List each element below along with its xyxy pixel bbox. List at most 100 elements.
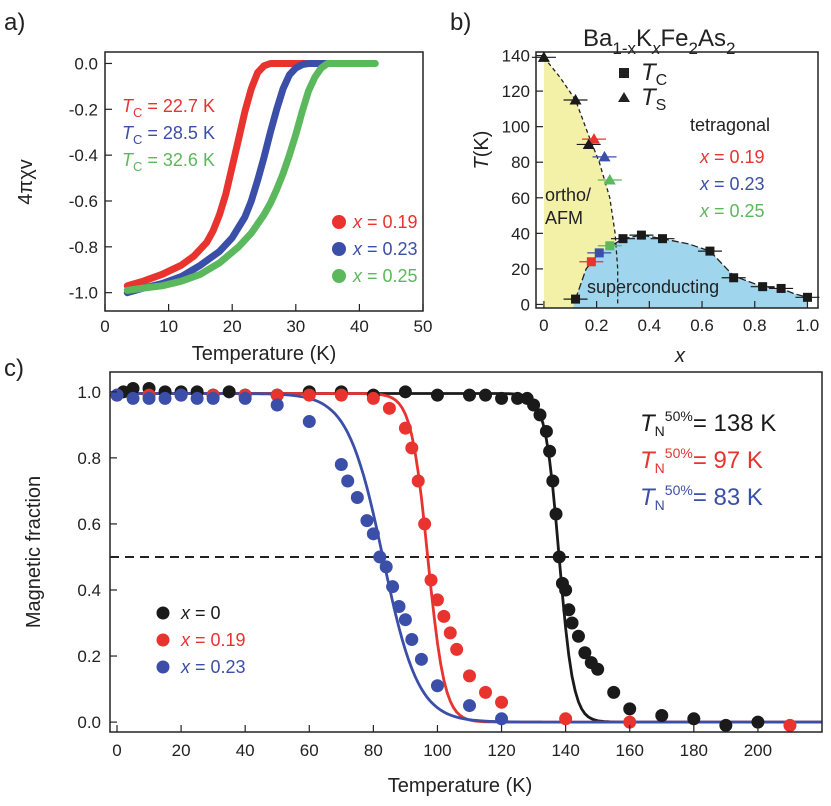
x-tick-label: 20 (223, 317, 242, 336)
legend-label: x = 0.23 (352, 239, 418, 259)
data-point-2 (334, 457, 348, 471)
panel-c-x-axis-label: Temperature (K) (388, 775, 533, 797)
tn-annotation: TN50%= 83 K (640, 482, 763, 513)
x-tick-label: 160 (616, 741, 644, 760)
data-point-0 (527, 398, 541, 412)
data-point-2 (190, 391, 204, 405)
data-point-0 (511, 391, 525, 405)
panel-c-y-axis-label: Magnetic fraction (23, 476, 45, 628)
data-point-1 (424, 573, 438, 587)
x-tick-label: 60 (300, 741, 319, 760)
data-point-1 (270, 388, 284, 402)
data-point-0 (565, 616, 579, 630)
data-point-0 (655, 708, 669, 722)
magnetization-curve-0 (123, 60, 344, 290)
data-point-0 (126, 382, 140, 396)
data-point-0 (607, 685, 621, 699)
data-point-0 (398, 385, 412, 399)
y-tick-label: 0.2 (77, 647, 101, 666)
data-point-0 (430, 388, 444, 402)
tc-point (571, 294, 581, 304)
legend-marker (332, 269, 346, 283)
data-point-2 (360, 514, 374, 528)
x-tick-label: 80 (364, 741, 383, 760)
tc-point (636, 230, 646, 240)
data-point-1 (437, 609, 451, 623)
data-point-1 (398, 421, 412, 435)
x-tick-label: 120 (487, 741, 515, 760)
data-point-1 (443, 626, 457, 640)
data-point-0 (222, 385, 236, 399)
y-tick-label: 100 (502, 118, 530, 137)
tc-point (776, 283, 786, 293)
data-point-1 (405, 441, 419, 455)
ts-point (569, 94, 582, 105)
tc-annotation: TC = 28.5 K (122, 123, 215, 147)
y-tick-label: -0.2 (69, 100, 98, 119)
panel-c-label: c) (4, 355, 24, 382)
panel-a: a) 0 10 20 30 40 50 0.0 -0.2 -0.4 -0.6 -0.8 -1.0 T… (4, 9, 432, 365)
legend-triangle-marker (618, 92, 630, 102)
data-point-2 (142, 391, 156, 405)
x-tick-label: 40 (236, 741, 255, 760)
magnetization-curve-1 (123, 60, 351, 297)
data-point-2 (379, 560, 393, 574)
data-point-0 (578, 646, 592, 660)
panel-a-frame (104, 51, 424, 312)
panel-c-legend: x = 0 x = 0.19 x = 0.23 (156, 603, 246, 677)
tc-point (705, 246, 715, 256)
y-tick-label: 0.4 (77, 581, 101, 600)
ts-point (537, 51, 550, 62)
doping-label: x = 0.23 (699, 174, 765, 194)
y-tick-label: 0.0 (77, 713, 101, 732)
data-point-2 (158, 391, 172, 405)
data-point-2 (373, 550, 387, 564)
data-point-2 (495, 712, 509, 726)
data-point-0 (591, 662, 605, 676)
y-tick-label: 140 (502, 47, 530, 66)
data-point-2 (174, 388, 188, 402)
panel-b-doping-labels: x = 0.19 x = 0.23 x = 0.25 (699, 147, 765, 221)
legend-marker (156, 606, 170, 620)
panel-c-y-ticks: 0.0 0.2 0.4 0.6 0.8 1.0 (77, 383, 117, 732)
data-point-1 (559, 712, 573, 726)
ts-point (598, 150, 611, 162)
panel-c-tn-annotations: TN50%= 138 K TN50%= 97 K TN50%= 83 K (640, 408, 776, 513)
magnetization-curve-2 (123, 60, 379, 294)
y-tick-label: 1.0 (77, 383, 101, 402)
data-point-1 (450, 642, 464, 656)
data-point-2 (110, 388, 124, 402)
data-point-0 (751, 715, 765, 729)
panel-a-y-axis-label: 4πχv (15, 159, 37, 204)
legend-marker (332, 215, 346, 229)
y-tick-label: 0 (521, 295, 530, 314)
phase-region-labels: tetragonal ortho/ AFM superconducting (545, 115, 770, 297)
ortho-label: ortho/ (545, 185, 591, 205)
panel-a-tc-annotations: TC = 22.7 K TC = 28.5 K TC = 32.6 K (122, 96, 215, 174)
y-tick-label: 60 (511, 189, 530, 208)
legend-tc-label: TC (641, 59, 667, 89)
data-point-0 (543, 444, 557, 458)
data-point-1 (366, 391, 380, 405)
data-point-1 (463, 669, 476, 683)
panel-b-y-ticks: 0 20 40 60 80 100 120 140 (502, 47, 543, 314)
legend-label: x = 0.23 (180, 657, 246, 677)
y-tick-label: 80 (511, 153, 530, 172)
data-point-2 (270, 398, 284, 412)
data-point-2 (366, 527, 380, 541)
y-tick-label: -0.8 (69, 238, 98, 257)
data-point-1 (302, 388, 316, 402)
data-point-2 (392, 599, 406, 613)
tc-point (586, 257, 596, 267)
panel-c: c) 0 20 40 60 80 100 120 140 160 180 200 0.0 0.2 0.4… (4, 355, 823, 797)
data-point-2 (405, 633, 419, 647)
x-tick-label: 1.0 (796, 316, 820, 335)
ts-point (603, 174, 616, 185)
legend-marker (156, 633, 170, 647)
y-tick-label: -0.6 (69, 192, 98, 211)
tc-point (605, 241, 615, 251)
data-point-0 (719, 718, 733, 732)
superconducting-label: superconducting (587, 277, 719, 297)
data-point-0 (546, 474, 560, 488)
